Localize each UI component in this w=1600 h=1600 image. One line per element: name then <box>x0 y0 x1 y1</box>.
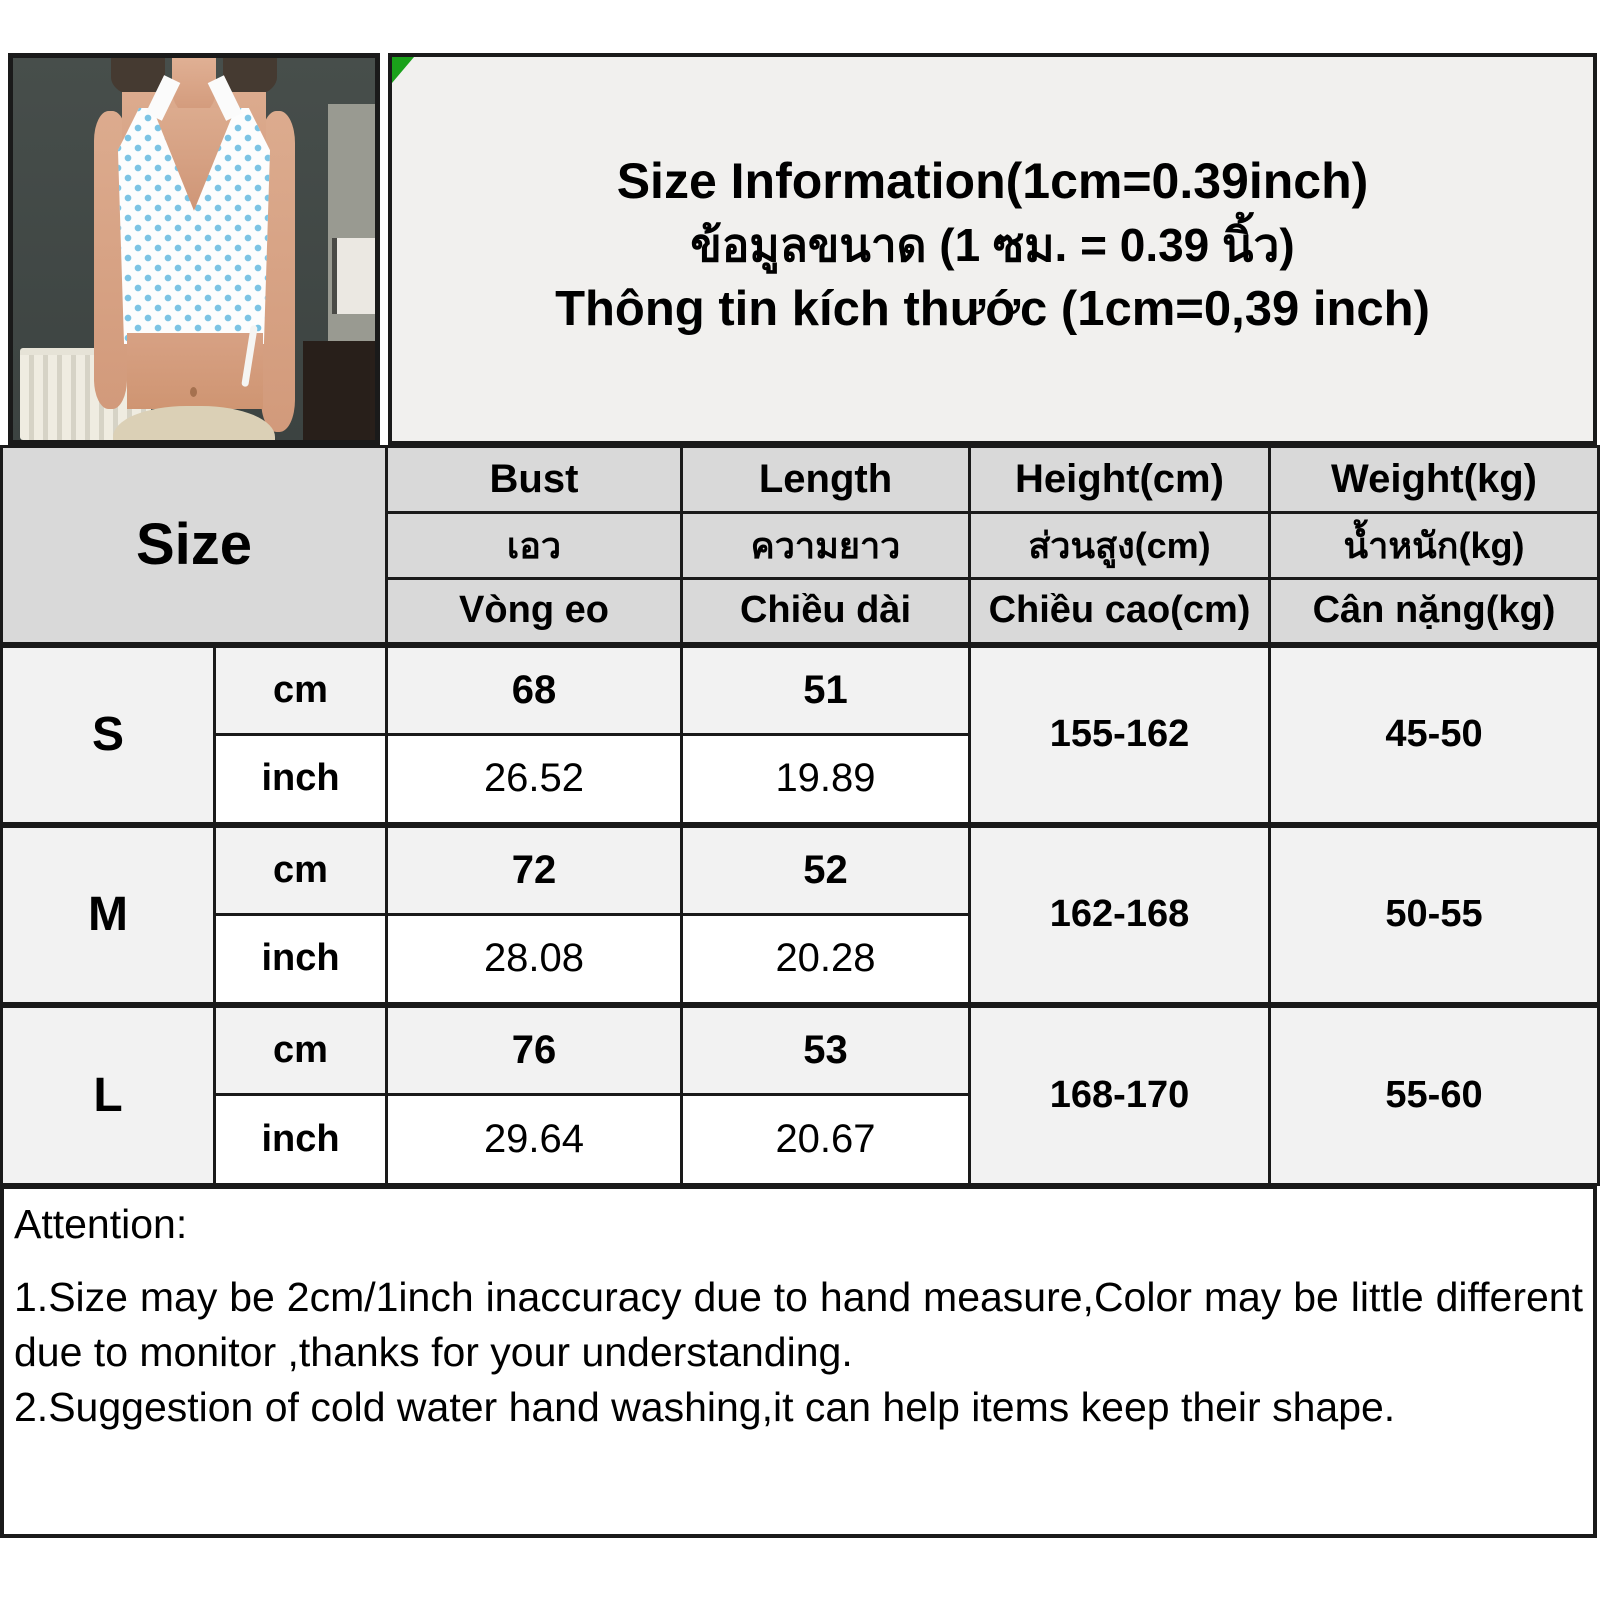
cell-s-height: 155-162 <box>968 641 1271 826</box>
col-height-th: ส่วนสูง(cm) <box>968 511 1271 580</box>
size-s-cell: S <box>0 641 216 826</box>
unit-inch-label: inch <box>213 733 388 826</box>
header-row-thai: เอว ความยาว ส่วนสูง(cm) น้ำหนัก(kg) <box>2 511 1600 580</box>
attention-box: Attention: 1.Size may be 2cm/1inch inacc… <box>0 1185 1597 1538</box>
size-table: Size Bust Length Height(cm) Weight(kg) เ… <box>0 445 1600 1186</box>
photo-model-hair <box>222 58 278 97</box>
row-s-cm: S cm 68 51 155-162 45-50 <box>0 641 1600 826</box>
unit-cm-label: cm <box>213 1001 388 1096</box>
cell-s-bust-cm: 68 <box>385 641 683 736</box>
col-height-vi: Chiều cao(cm) <box>968 577 1271 646</box>
cell-s-weight: 45-50 <box>1268 641 1600 826</box>
col-length-vi: Chiều dài <box>680 577 971 646</box>
row-m-inch: inch 28.08 20.28 <box>2 913 1599 1006</box>
cell-l-bust-inch: 29.64 <box>385 1093 683 1186</box>
unit-cm-label: cm <box>213 641 388 736</box>
cell-l-bust-cm: 76 <box>385 1001 683 1096</box>
cell-m-length-cm: 52 <box>680 821 971 916</box>
cell-l-weight: 55-60 <box>1268 1001 1600 1186</box>
header-row-vietnamese: Vòng eo Chiều dài Chiều cao(cm) Cân nặng… <box>2 577 1600 646</box>
photo-model-midriff <box>127 333 263 410</box>
col-length-en: Length <box>680 445 971 514</box>
unit-inch-label: inch <box>213 913 388 1006</box>
unit-inch-label: inch <box>213 1093 388 1186</box>
unit-cm-label: cm <box>213 821 388 916</box>
cell-l-height: 168-170 <box>968 1001 1271 1186</box>
cell-m-bust-inch: 28.08 <box>385 913 683 1006</box>
header-row-english: Size Bust Length Height(cm) Weight(kg) <box>0 445 1600 646</box>
photo-picture-frame <box>331 237 375 314</box>
cell-m-bust-cm: 72 <box>385 821 683 916</box>
attention-note-1: 1.Size may be 2cm/1inch inaccuracy due t… <box>14 1274 1583 1375</box>
row-m-cm: M cm 72 52 162-168 50-55 <box>0 821 1600 1006</box>
size-m-cell: M <box>0 821 216 1006</box>
photo-polka-dot-halter-top <box>117 107 270 345</box>
row-l-cm: L cm 76 53 168-170 55-60 <box>0 1001 1600 1186</box>
photo-dresser <box>302 340 375 440</box>
cell-l-length-inch: 20.67 <box>680 1093 971 1186</box>
col-weight-vi: Cân nặng(kg) <box>1268 577 1600 646</box>
cell-m-weight: 50-55 <box>1268 821 1600 1006</box>
cell-m-height: 162-168 <box>968 821 1271 1006</box>
photo-model-navel <box>190 386 198 397</box>
col-height-en: Height(cm) <box>968 445 1271 514</box>
col-weight-th: น้ำหนัก(kg) <box>1268 511 1600 580</box>
cell-l-length-cm: 53 <box>680 1001 971 1096</box>
cell-s-length-cm: 51 <box>680 641 971 736</box>
cell-s-length-inch: 19.89 <box>680 733 971 826</box>
cell-m-length-inch: 20.28 <box>680 913 971 1006</box>
col-bust-en: Bust <box>385 445 683 514</box>
row-s-inch: inch 26.52 19.89 <box>2 733 1599 826</box>
title-vietnamese: Thông tin kích thước (1cm=0,39 inch) <box>555 282 1430 336</box>
col-bust-vi: Vòng eo <box>385 577 683 646</box>
size-header-cell: Size <box>0 445 388 646</box>
size-l-cell: L <box>0 1001 216 1186</box>
cell-s-bust-inch: 26.52 <box>385 733 683 826</box>
title-english: Size Information(1cm=0.39inch) <box>616 153 1369 209</box>
product-photo <box>8 53 380 445</box>
attention-title: Attention: <box>14 1201 188 1247</box>
title-panel: Size Information(1cm=0.39inch) ข้อมูลขนา… <box>388 53 1597 445</box>
attention-note-2: 2.Suggestion of cold water hand washing,… <box>14 1384 1396 1430</box>
col-weight-en: Weight(kg) <box>1268 445 1600 514</box>
row-l-inch: inch 29.64 20.67 <box>2 1093 1599 1186</box>
col-length-th: ความยาว <box>680 511 971 580</box>
green-corner-ribbon-icon <box>392 57 414 83</box>
col-bust-th: เอว <box>385 511 683 580</box>
title-thai: ข้อมูลขนาด (1 ซม. = 0.39 นิ้ว) <box>690 219 1295 271</box>
